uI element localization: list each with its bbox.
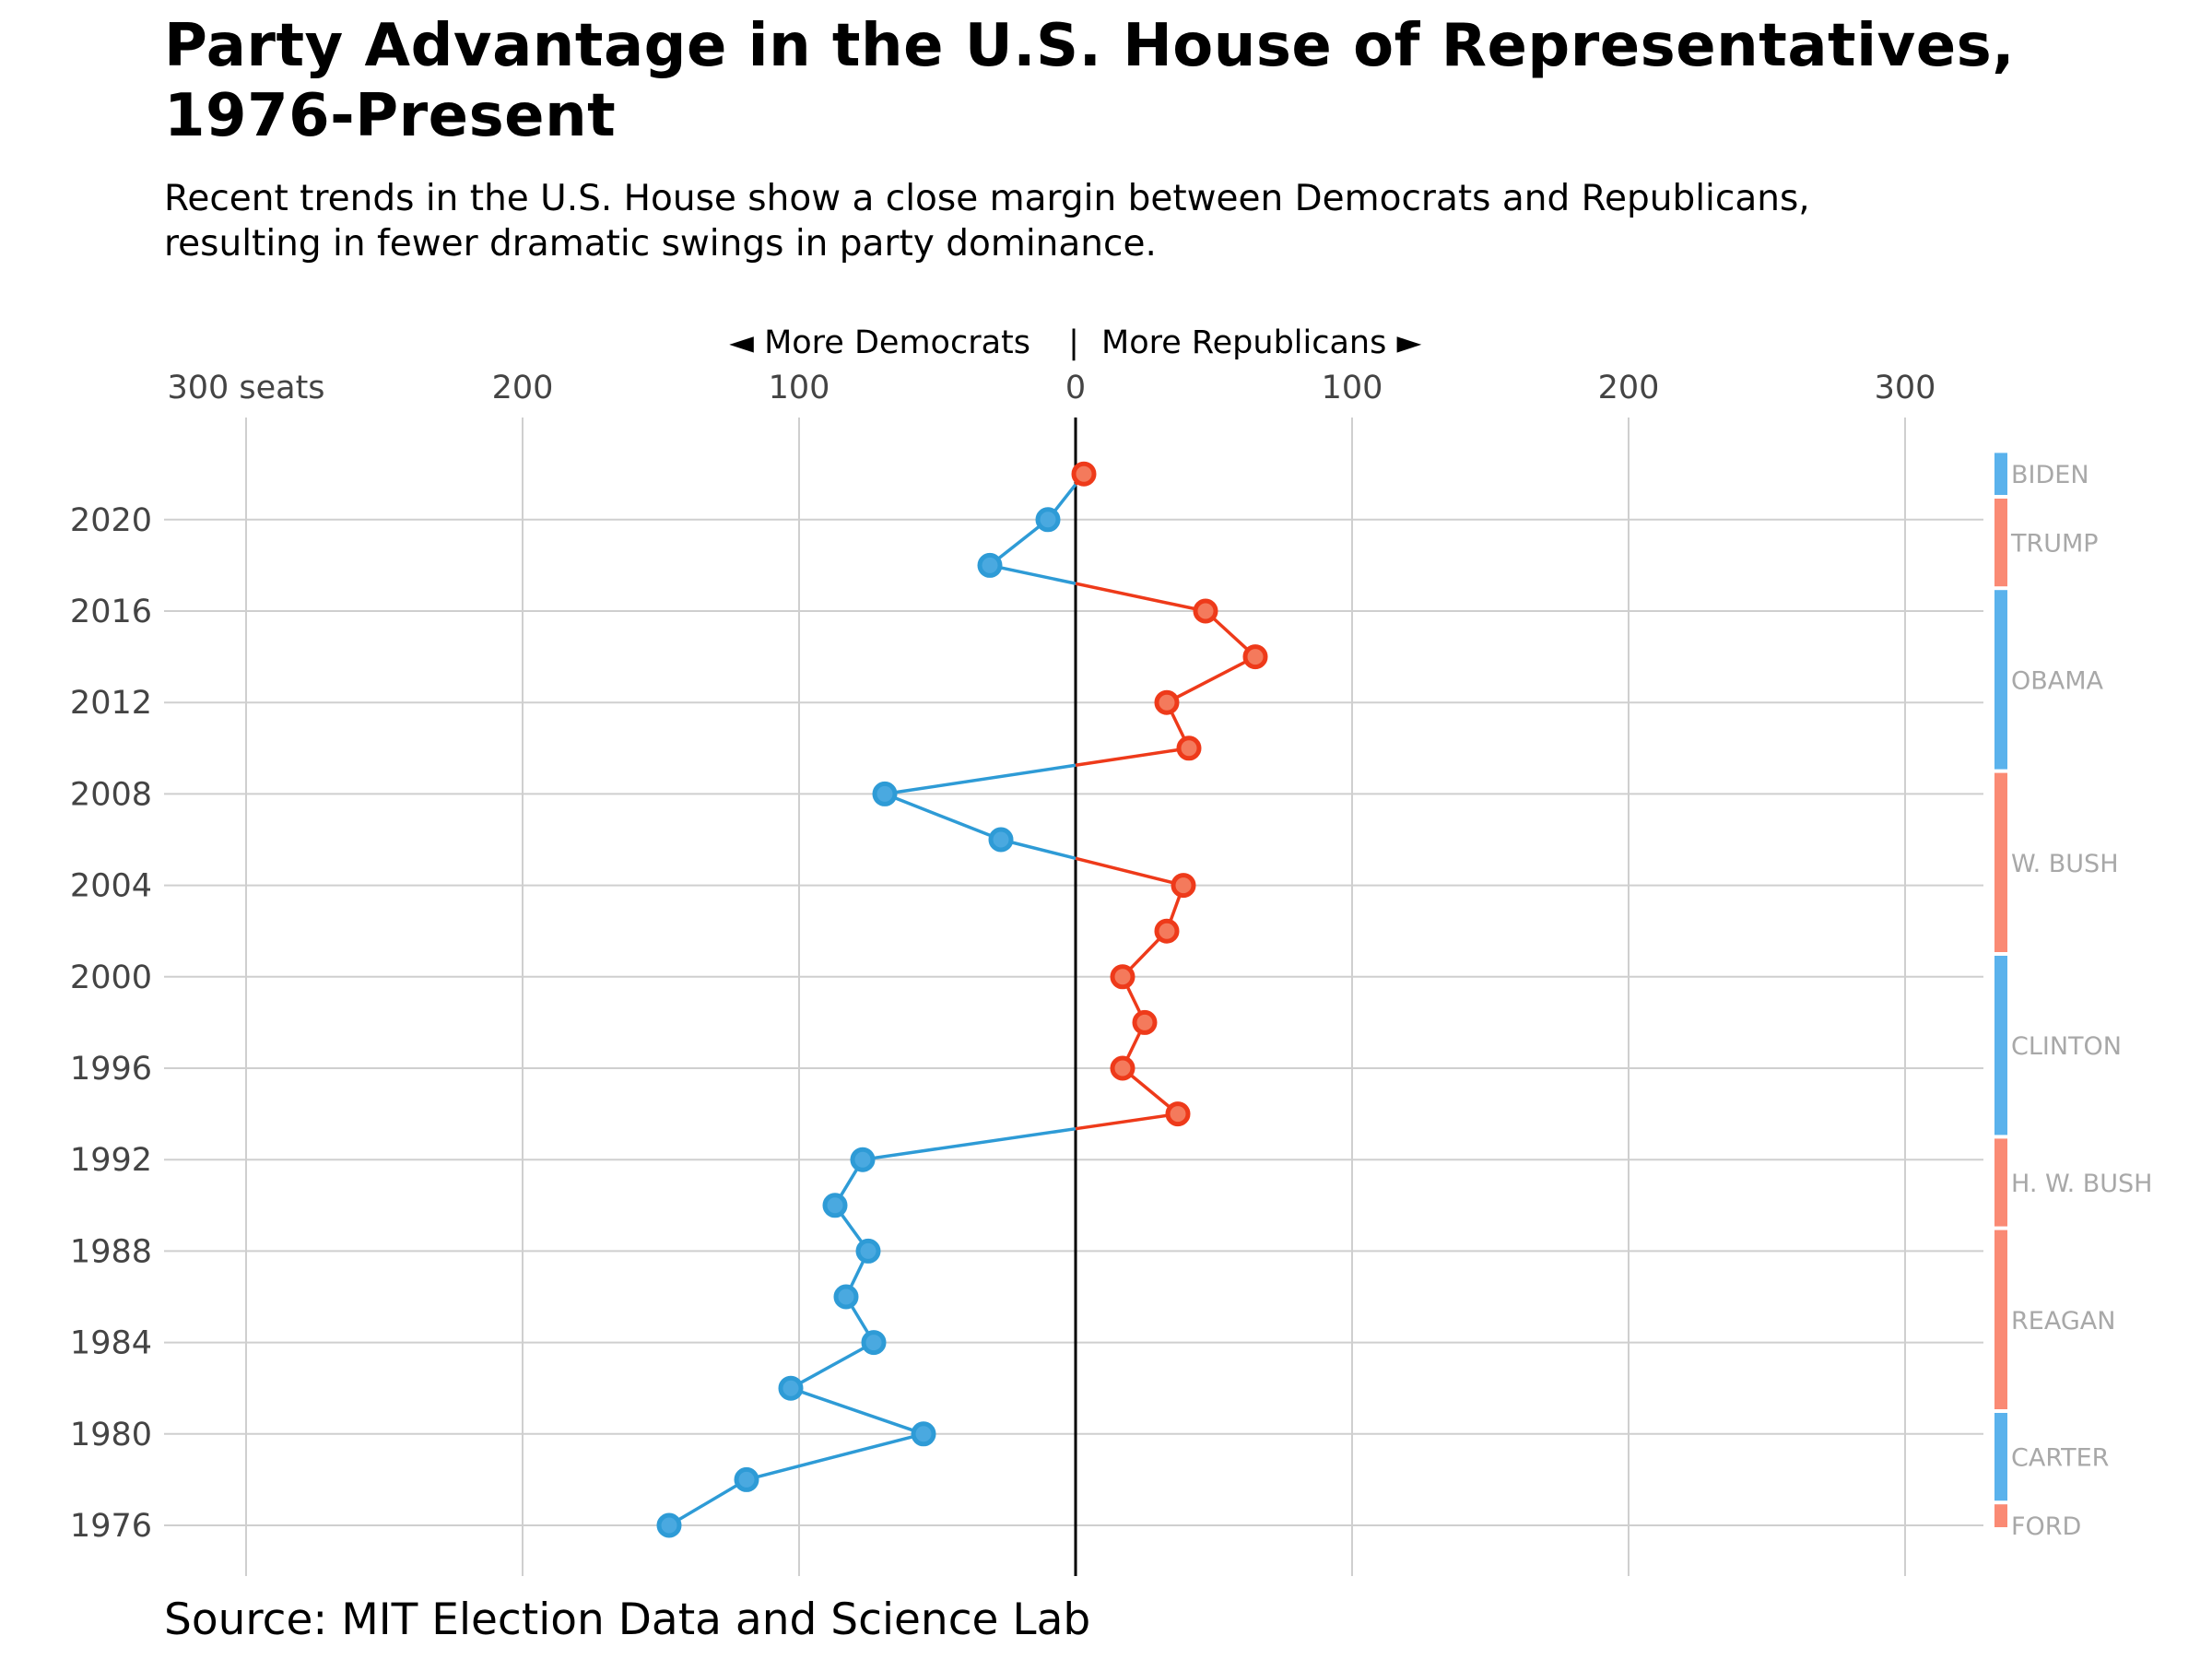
data-point (977, 552, 1003, 578)
series-line (668, 473, 1257, 1527)
x-tick-label: 100 (769, 370, 830, 406)
line-segment (989, 563, 1077, 585)
data-point (861, 1330, 887, 1356)
administration-label: OBAMA (2011, 666, 2104, 695)
series-points (656, 461, 1268, 1538)
administration-bar (1994, 499, 2007, 587)
administration-bands: FORD CARTER REAGAN H. W. BUSH CLINTON W. BUSH… (1994, 453, 2152, 1541)
data-point (833, 1284, 859, 1310)
line-segment (1000, 838, 1077, 860)
administration-label: CLINTON (2011, 1032, 2122, 1061)
line-segment (1075, 856, 1184, 888)
data-point (1193, 598, 1218, 624)
y-tick-label: 1992 (70, 1142, 152, 1179)
data-point (855, 1238, 881, 1264)
data-point (1110, 964, 1135, 990)
data-point (1154, 918, 1180, 944)
data-point (1154, 689, 1180, 715)
y-tick-label: 2016 (70, 594, 152, 630)
x-tick-label: 0 (1065, 370, 1086, 406)
administration-label: CARTER (2011, 1444, 2109, 1473)
y-tick-label: 2020 (70, 502, 152, 539)
data-point (822, 1193, 848, 1218)
direction-separator: | (1068, 324, 1079, 361)
line-segment (746, 1432, 924, 1482)
line-segment (1075, 747, 1190, 768)
data-point (656, 1512, 682, 1538)
administration-bar (1994, 956, 2007, 1135)
administration-bar (1994, 1138, 2007, 1227)
direction-labels: ◄ More Democrats | More Republicans ► (729, 324, 1421, 361)
administration-label: REAGAN (2011, 1307, 2115, 1335)
data-point (850, 1147, 876, 1172)
line-segment (1075, 582, 1206, 613)
line-segment (884, 763, 1077, 796)
administration-label: W. BUSH (2011, 850, 2119, 878)
data-point (1242, 644, 1268, 670)
data-point (1176, 735, 1202, 761)
grid-layer (164, 418, 1983, 1576)
more-democrats-label: ◄ More Democrats (729, 324, 1030, 361)
data-point (778, 1375, 804, 1401)
chart-source: Source: MIT Election Data and Science La… (164, 1594, 1091, 1645)
administration-bar (1994, 772, 2007, 952)
data-point (1171, 873, 1196, 899)
data-point (1035, 507, 1061, 533)
line-segment (790, 1341, 875, 1390)
data-point (988, 827, 1014, 853)
data-point (1110, 1055, 1135, 1081)
y-tick-label: 2000 (70, 959, 152, 996)
y-axis-ticks: 2020 2016 2012 2008 2004 2000 1996 1992 1988 1984… (70, 502, 152, 1545)
administration-bar (1994, 453, 2007, 495)
data-point (734, 1466, 759, 1492)
chart-subtitle: Recent trends in the U.S. House show a c… (164, 178, 1810, 265)
administration-bar (1994, 590, 2007, 770)
data-point (911, 1421, 936, 1447)
line-segment (668, 1477, 747, 1527)
administration-label: TRUMP (2010, 530, 2099, 559)
x-axis-ticks: 300 seats 200 100 0 100 200 300 (167, 370, 1936, 406)
x-tick-label: 300 (1875, 370, 1936, 406)
y-tick-label: 1984 (70, 1325, 152, 1362)
y-tick-label: 1980 (70, 1417, 152, 1453)
y-tick-label: 1996 (70, 1051, 152, 1088)
x-tick-label: 100 (1322, 370, 1383, 406)
x-tick-label: 200 (492, 370, 554, 406)
line-segment (884, 792, 1002, 841)
line-segment (790, 1386, 924, 1436)
administration-bar (1994, 1230, 2007, 1409)
administration-label: FORD (2011, 1512, 2081, 1541)
data-point (1132, 1009, 1158, 1035)
y-tick-label: 2012 (70, 685, 152, 722)
y-tick-label: 2004 (70, 868, 152, 905)
data-point (1165, 1101, 1191, 1127)
chart-title: Party Advantage in the U.S. House of Rep… (164, 12, 2016, 150)
line-segment (1075, 1112, 1179, 1131)
y-tick-label: 1988 (70, 1233, 152, 1270)
administration-label: H. W. BUSH (2011, 1170, 2152, 1198)
x-tick-label: 200 (1598, 370, 1660, 406)
more-republicans-label: More Republicans ► (1101, 324, 1421, 361)
administration-bar (1994, 1413, 2007, 1501)
administration-bar (1994, 1504, 2007, 1527)
data-point (872, 781, 898, 806)
data-point (1071, 461, 1097, 487)
line-segment (1166, 655, 1256, 704)
x-tick-label: 300 seats (167, 370, 324, 406)
line-segment (862, 1126, 1077, 1161)
y-tick-label: 2008 (70, 776, 152, 813)
administration-label: BIDEN (2011, 461, 2089, 489)
y-tick-label: 1976 (70, 1508, 152, 1545)
